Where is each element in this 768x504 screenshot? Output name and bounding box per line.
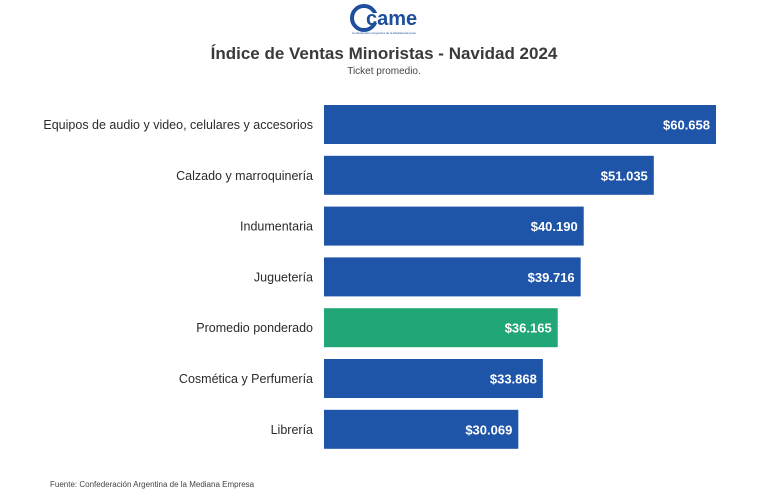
- value-label: $36.165: [505, 321, 552, 336]
- bar: [324, 359, 543, 398]
- value-label: $51.035: [601, 168, 648, 183]
- category-label: Juguetería: [254, 270, 313, 284]
- bar: [324, 308, 558, 348]
- category-label: Promedio ponderado: [196, 321, 313, 335]
- logo-text: came: [366, 8, 417, 30]
- category-label: Calzado y marroquinería: [176, 169, 313, 183]
- category-label: Equipos de audio y video, celulares y ac…: [43, 118, 313, 132]
- category-label: Librería: [271, 423, 313, 437]
- chart-subtitle: Ticket promedio.: [347, 66, 421, 77]
- logo-subtitle: Confederación Argentina de la Mediana Em…: [352, 32, 416, 35]
- value-label: $40.190: [531, 219, 578, 234]
- bar: [324, 155, 654, 195]
- category-label: Cosmética y Perfumería: [179, 372, 313, 386]
- value-label: $39.716: [528, 270, 575, 285]
- bar: [324, 105, 716, 144]
- source-note: Fuente: Confederación Argentina de la Me…: [50, 480, 255, 489]
- chart-title: Índice de Ventas Minoristas - Navidad 20…: [210, 44, 558, 63]
- value-label: $30.069: [465, 422, 512, 437]
- value-label: $33.868: [490, 372, 537, 387]
- bar: [324, 257, 581, 297]
- bar: [324, 206, 584, 246]
- bar: [324, 409, 519, 449]
- value-label: $60.658: [663, 118, 710, 133]
- category-label: Indumentaria: [240, 220, 313, 234]
- came-logo: came: [350, 4, 417, 32]
